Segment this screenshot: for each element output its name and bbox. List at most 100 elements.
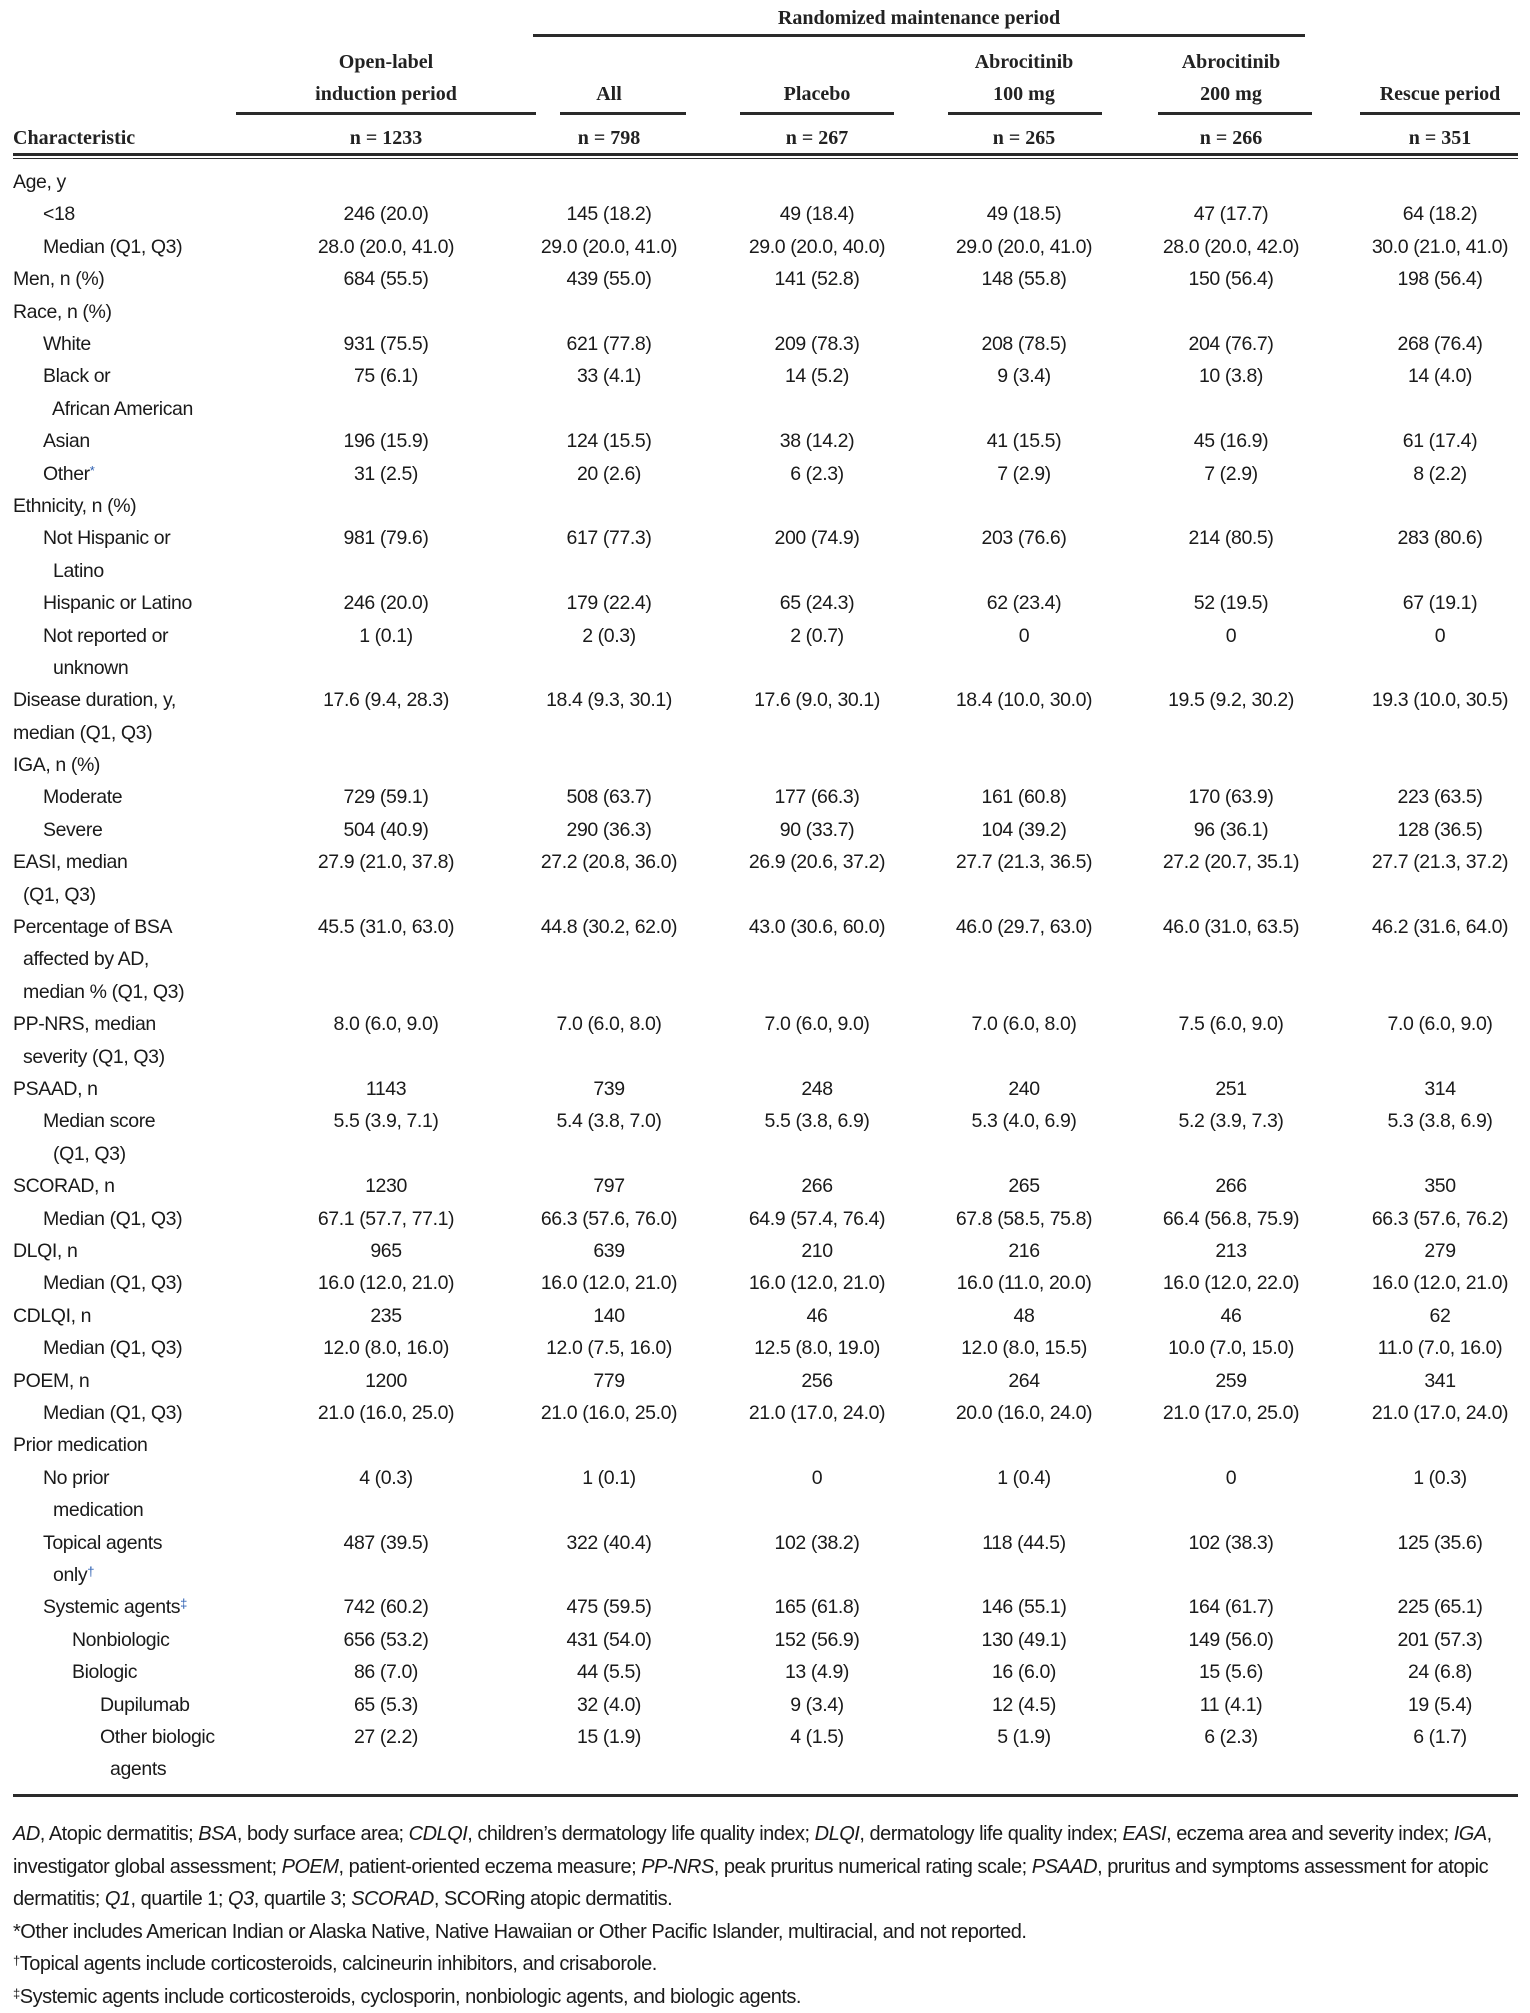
row-label: Moderate: [43, 781, 122, 813]
cell-value: 44.8 (30.2, 62.0): [504, 911, 714, 943]
cell-value: 64.9 (57.4, 76.4): [712, 1203, 922, 1235]
row-label: Men, n (%): [13, 263, 104, 295]
cell-value: 21.0 (17.0, 24.0): [712, 1397, 922, 1429]
cell-value: 96 (36.1): [1126, 814, 1336, 846]
cell-value: 49 (18.5): [919, 198, 1129, 230]
row-label-text: Other biologic agents: [100, 1726, 215, 1780]
cell-value: 1 (0.3): [1335, 1462, 1530, 1494]
row-label: Median (Q1, Q3): [43, 1203, 182, 1235]
cell-value: 504 (40.9): [281, 814, 491, 846]
cell-value: 8 (2.2): [1335, 458, 1530, 490]
column-n: n = 267: [707, 122, 927, 154]
row-label-text: Race, n (%): [13, 301, 112, 323]
table-row: Median (Q1, Q3)16.0 (12.0, 21.0)16.0 (12…: [0, 1267, 1530, 1299]
cell-value: 49 (18.4): [712, 198, 922, 230]
table-row: Age, y: [0, 166, 1530, 198]
row-label-text: Median (Q1, Q3): [43, 1208, 182, 1230]
cell-value: 203 (76.6): [919, 522, 1129, 554]
cell-value: 8.0 (6.0, 9.0): [281, 1008, 491, 1040]
row-label: Asian: [43, 425, 90, 457]
table-row: EASI, median (Q1, Q3)27.9 (21.0, 37.8)27…: [0, 846, 1530, 911]
row-label-text: Black or African American: [43, 365, 193, 419]
cell-value: 5.5 (3.8, 6.9): [712, 1105, 922, 1137]
cell-value: 742 (60.2): [281, 1591, 491, 1623]
row-label: Other biologic agents: [100, 1721, 215, 1786]
cell-value: 4 (1.5): [712, 1721, 922, 1753]
row-label: PP-NRS, median severity (Q1, Q3): [13, 1008, 165, 1073]
cell-value: 6 (2.3): [1126, 1721, 1336, 1753]
row-label-text: Not Hispanic or Latino: [43, 527, 170, 581]
row-label-text: Median score (Q1, Q3): [43, 1110, 155, 1164]
abbreviation: Q3, quartile 3;: [228, 1888, 351, 1910]
cell-value: 264: [919, 1365, 1129, 1397]
table-bottom-rule: [13, 1794, 1518, 1797]
cell-value: 140: [504, 1300, 714, 1332]
cell-value: 965: [281, 1235, 491, 1267]
cell-value: 17.6 (9.4, 28.3): [281, 684, 491, 716]
cell-value: 16.0 (11.0, 20.0): [919, 1267, 1129, 1299]
cell-value: 30.0 (21.0, 41.0): [1335, 231, 1530, 263]
cell-value: 75 (6.1): [281, 360, 491, 392]
row-label: Other*: [43, 458, 94, 490]
cell-value: 61 (17.4): [1335, 425, 1530, 457]
cell-value: 179 (22.4): [504, 587, 714, 619]
cell-value: 33 (4.1): [504, 360, 714, 392]
cell-value: 5.4 (3.8, 7.0): [504, 1105, 714, 1137]
cell-value: 149 (56.0): [1126, 1624, 1336, 1656]
cell-value: 11 (4.1): [1126, 1689, 1336, 1721]
cell-value: 21.0 (16.0, 25.0): [281, 1397, 491, 1429]
cell-value: 431 (54.0): [504, 1624, 714, 1656]
cell-value: 12.0 (8.0, 15.5): [919, 1332, 1129, 1364]
cell-value: 196 (15.9): [281, 425, 491, 457]
cell-value: 102 (38.3): [1126, 1527, 1336, 1559]
footnote-mark: *: [90, 463, 95, 478]
cell-value: 9 (3.4): [712, 1689, 922, 1721]
cell-value: 12.5 (8.0, 19.0): [712, 1332, 922, 1364]
header-rule-top: [13, 153, 1518, 156]
cell-value: 204 (76.7): [1126, 328, 1336, 360]
row-label: Nonbiologic: [72, 1624, 170, 1656]
cell-value: 266: [1126, 1170, 1336, 1202]
cell-value: 170 (63.9): [1126, 781, 1336, 813]
cell-value: 125 (35.6): [1335, 1527, 1530, 1559]
column-title: Abrocitinib 200 mg: [1121, 46, 1341, 110]
cell-value: 31 (2.5): [281, 458, 491, 490]
cell-value: 7 (2.9): [919, 458, 1129, 490]
abbreviation-term: CDLQI: [409, 1823, 468, 1845]
cell-value: 251: [1126, 1073, 1336, 1105]
row-label: Disease duration, y, median (Q1, Q3): [13, 684, 176, 749]
row-label-text: Hispanic or Latino: [43, 592, 192, 614]
cell-value: 225 (65.1): [1335, 1591, 1530, 1623]
row-label-text: Ethnicity, n (%): [13, 495, 136, 517]
abbreviation: EASI, eczema area and severity index;: [1123, 1823, 1454, 1845]
column-n: n = 1233: [276, 122, 496, 154]
cell-value: 1230: [281, 1170, 491, 1202]
cell-value: 350: [1335, 1170, 1530, 1202]
cell-value: 314: [1335, 1073, 1530, 1105]
row-label-text: IGA, n (%): [13, 754, 100, 776]
column-title-rule: [1360, 112, 1520, 115]
header-rule-bottom: [13, 158, 1518, 159]
row-label-text: Median (Q1, Q3): [43, 1272, 182, 1294]
footnote-text: Other includes American Indian or Alaska…: [20, 1921, 1026, 1943]
row-label-text: Systemic agents: [43, 1596, 180, 1618]
row-label: Race, n (%): [13, 296, 112, 328]
row-label-text: Median (Q1, Q3): [43, 236, 182, 258]
abbreviation-definition: quartile 3: [264, 1888, 341, 1910]
cell-value: 27.2 (20.7, 35.1): [1126, 846, 1336, 878]
cell-value: 20.0 (16.0, 24.0): [919, 1397, 1129, 1429]
cell-value: 62: [1335, 1300, 1530, 1332]
row-label-text: White: [43, 333, 91, 355]
cell-value: 1 (0.1): [281, 620, 491, 652]
abbreviation: POEM, patient-oriented eczema measure;: [282, 1856, 642, 1878]
table-row: Median (Q1, Q3)12.0 (8.0, 16.0)12.0 (7.5…: [0, 1332, 1530, 1364]
cell-value: 209 (78.3): [712, 328, 922, 360]
cell-value: 32 (4.0): [504, 1689, 714, 1721]
cell-value: 1 (0.4): [919, 1462, 1129, 1494]
cell-value: 24 (6.8): [1335, 1656, 1530, 1688]
footnote: *Other includes American Indian or Alask…: [13, 1916, 1523, 1949]
